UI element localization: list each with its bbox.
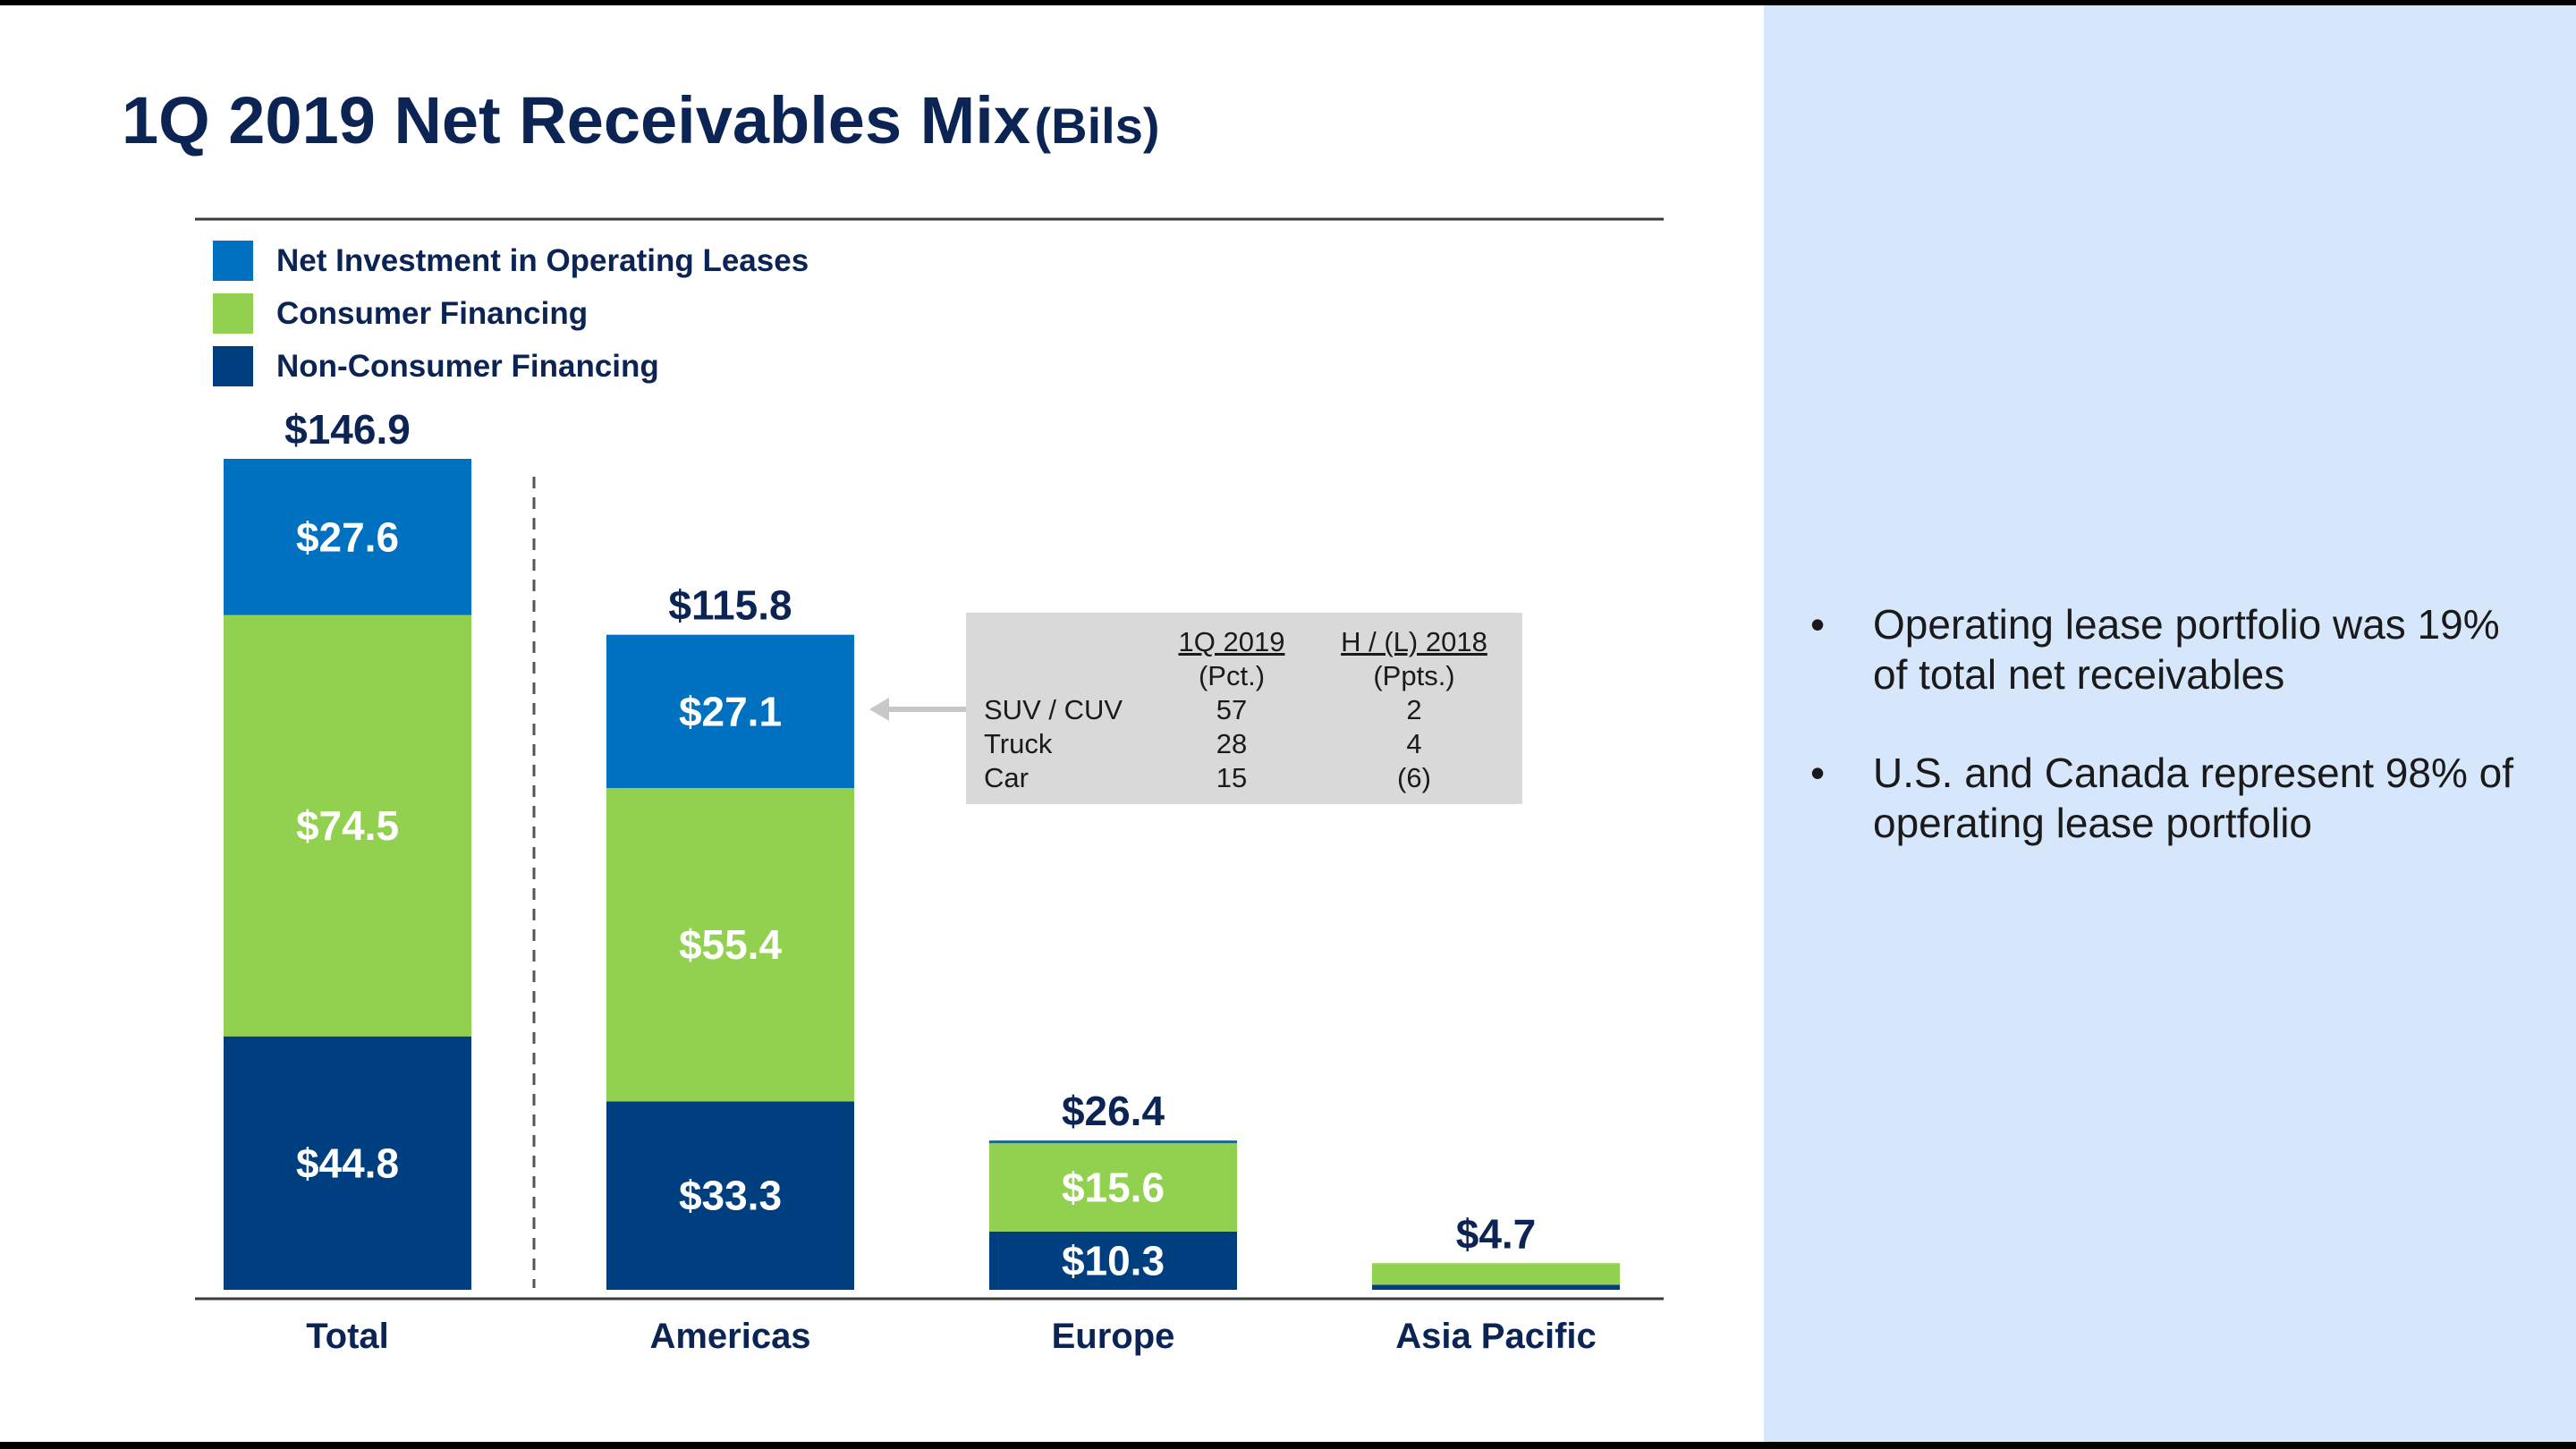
mix-row-label: Car: [984, 762, 1029, 793]
bullet-item: • U.S. and Canada represent 98% of opera…: [1810, 748, 2544, 848]
total-label-europe: $26.4: [1062, 1088, 1165, 1134]
data-label-americas-consumer: $55.4: [679, 921, 783, 968]
bar-americas-consumer: [606, 788, 854, 1102]
mix-row-change: (6): [1397, 762, 1431, 793]
data-label-total-nonconsumer: $44.8: [296, 1140, 399, 1186]
mix-row-change: 2: [1406, 694, 1422, 725]
commentary-bullets: • Operating lease portfolio was 19% of t…: [1810, 599, 2544, 896]
legend-label-consumer: Consumer Financing: [276, 295, 589, 331]
slide-title: 1Q 2019 Net Receivables Mix (Bils): [122, 82, 1159, 158]
total-label-americas: $115.8: [668, 582, 792, 629]
bar-total-nonconsumer: [224, 1036, 471, 1290]
bar-europe-lease: [989, 1140, 1237, 1144]
total-label-asia-pacific: $4.7: [1456, 1210, 1537, 1257]
legend-label-nonconsumer: Non-Consumer Financing: [276, 348, 659, 384]
mix-row-suv: SUV / CUV 57 2: [984, 693, 1506, 727]
legend-swatch-nonconsumer: [213, 346, 253, 386]
category-label-asia-pacific: Asia Pacific: [1395, 1317, 1597, 1356]
mix-row-pct: 57: [1216, 694, 1248, 725]
mix-subheader-row: (Pct.) (Ppts.): [984, 659, 1506, 693]
data-label-total-consumer: $74.5: [296, 802, 399, 849]
data-label-total-lease: $27.6: [296, 513, 399, 560]
mix-row-car: Car 15 (6): [984, 761, 1506, 795]
total-label-total: $146.9: [284, 406, 411, 453]
chart-legend: Net Investment in Operating Leases Consu…: [213, 234, 809, 393]
bullet-marker: •: [1810, 601, 1826, 648]
data-label-americas-lease: $27.1: [679, 688, 782, 734]
category-label-americas: Americas: [649, 1317, 810, 1356]
callout-arrow-head: [869, 698, 889, 721]
legend-item-lease: Net Investment in Operating Leases: [213, 234, 809, 287]
category-label-total: Total: [306, 1317, 389, 1356]
bullet-marker: •: [1810, 750, 1826, 796]
legend-label-lease: Net Investment in Operating Leases: [276, 242, 809, 278]
data-label-americas-nonconsumer: $33.3: [679, 1173, 782, 1219]
title-unit: (Bils): [1034, 97, 1160, 154]
bar-americas-nonconsumer: [606, 1101, 854, 1290]
top-border: [0, 0, 2576, 5]
mix-row-label: Truck: [984, 728, 1053, 759]
lease-mix-table: 1Q 2019 H / (L) 2018 (Pct.) (Ppts.) SUV …: [984, 625, 1506, 795]
bar-asia-pacific-consumer: [1372, 1263, 1620, 1285]
data-label-europe-nonconsumer: $10.3: [1062, 1237, 1165, 1284]
mix-header-row: 1Q 2019 H / (L) 2018: [984, 625, 1506, 659]
bar-europe-consumer: [989, 1143, 1237, 1232]
mix-row-pct: 15: [1216, 762, 1248, 793]
bar-total-lease: [224, 459, 471, 615]
bullet-text: U.S. and Canada represent 98% of operati…: [1873, 750, 2514, 846]
bullet-text: Operating lease portfolio was 19% of tot…: [1873, 601, 2500, 698]
mix-subheader-change: (Ppts.): [1373, 660, 1455, 691]
mix-row-label: SUV / CUV: [984, 694, 1123, 725]
bar-europe-nonconsumer: [989, 1231, 1237, 1290]
mix-subheader-pct: (Pct.): [1198, 660, 1266, 691]
mix-header-pct: 1Q 2019: [1178, 626, 1285, 657]
commentary-panel: [1764, 5, 2576, 1442]
mix-row-truck: Truck 28 4: [984, 727, 1506, 761]
bottom-border: [0, 1442, 2576, 1449]
mix-row-change: 4: [1406, 728, 1422, 759]
mix-row-pct: 28: [1216, 728, 1248, 759]
legend-item-nonconsumer: Non-Consumer Financing: [213, 340, 809, 393]
data-label-europe-consumer: $15.6: [1062, 1165, 1165, 1211]
mix-header-change: H / (L) 2018: [1341, 626, 1487, 657]
receivables-chart: $44.8 $74.5 $27.6 $146.9 Total $33.3 $55.4 $27.…: [195, 217, 1664, 1356]
bar-asia-pacific-nonconsumer: [1372, 1284, 1620, 1290]
title-text: 1Q 2019 Net Receivables Mix: [122, 83, 1031, 157]
category-label-europe: Europe: [1052, 1317, 1175, 1356]
bar-total-consumer: [224, 614, 471, 1037]
bar-americas-lease: [606, 634, 854, 789]
bullet-item: • Operating lease portfolio was 19% of t…: [1810, 599, 2544, 699]
lease-mix-box: 1Q 2019 H / (L) 2018 (Pct.) (Ppts.) SUV …: [966, 613, 1522, 804]
legend-swatch-lease: [213, 241, 253, 281]
legend-item-consumer: Consumer Financing: [213, 287, 809, 340]
legend-swatch-consumer: [213, 293, 253, 334]
